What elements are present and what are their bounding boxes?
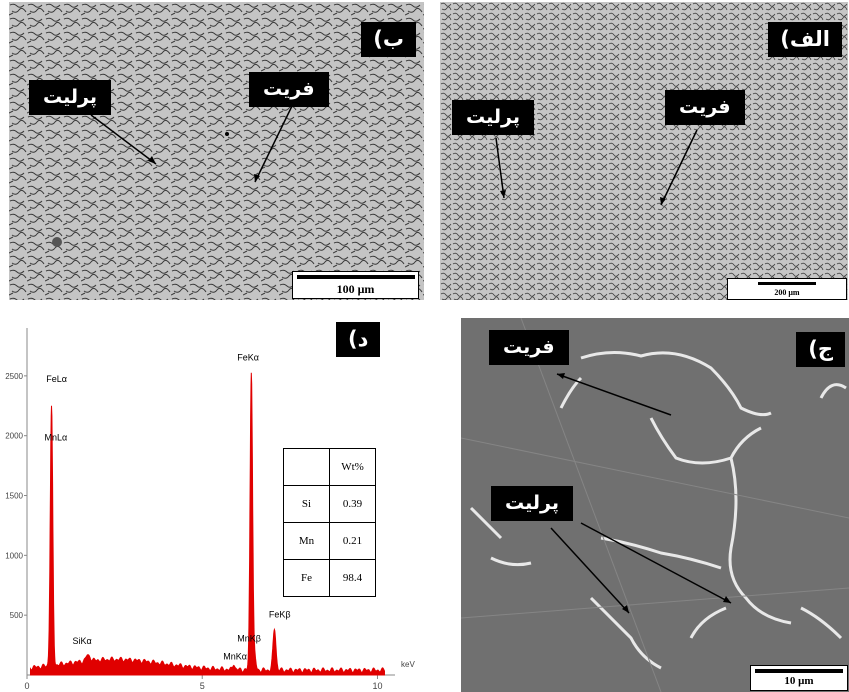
table-header-row: Wt% (283, 448, 376, 486)
x-tick-label: 5 (200, 681, 205, 691)
label-ferrite-jim: فریت (489, 330, 569, 365)
scale-bar-alef: 200 μm (727, 278, 847, 300)
peak-label: FeLα (46, 374, 67, 384)
scale-bar-b: 100 μm (292, 271, 419, 299)
x-tick-label: 0 (24, 681, 29, 691)
x-tick-label: 10 (372, 681, 382, 691)
table-wt: 98.4 (329, 559, 376, 597)
table-header-cell (283, 448, 330, 486)
table-row: Fe 98.4 (283, 559, 376, 597)
y-tick-label: 1000 (5, 551, 23, 560)
table-row: Si 0.39 (283, 485, 376, 523)
y-tick-label: 2000 (5, 432, 23, 441)
scale-bar-line-b (296, 275, 415, 279)
y-tick-label: 500 (10, 611, 24, 620)
spectrum-series (29, 372, 386, 676)
micrograph-jim: فریت ج) پرلیت 10 μm (461, 318, 849, 692)
scale-bar-line-jim (755, 669, 843, 673)
micrograph-b: ب) پرلیت فریت 100 μm (9, 2, 424, 300)
scale-bar-line-alef (758, 282, 816, 285)
label-pearlite-b: پرلیت (29, 80, 111, 115)
label-pearlite-alef: پرلیت (452, 100, 534, 135)
peak-label: MnLα (45, 432, 68, 442)
table-wt: 0.21 (329, 522, 376, 560)
label-ferrite-alef: فریت (665, 90, 745, 125)
label-pearlite-jim: پرلیت (491, 486, 573, 521)
panel-tag-alef: الف) (768, 22, 842, 57)
texture-b (9, 2, 424, 300)
table-row: Mn 0.21 (283, 522, 376, 560)
scale-text-jim: 10 μm (784, 675, 814, 687)
table-wt: 0.39 (329, 485, 376, 523)
table-element: Mn (283, 522, 330, 560)
table-header-cell: Wt% (329, 448, 376, 486)
y-tick-label: 1500 (5, 492, 23, 501)
peak-label: SiKα (73, 636, 92, 646)
table-element: Fe (283, 559, 330, 597)
label-ferrite-b: فریت (249, 72, 329, 107)
peak-label: FeKα (237, 352, 259, 362)
scale-text-b: 100 μm (336, 282, 375, 296)
peak-label: MnKα (223, 651, 247, 661)
eds-chart: 500 1000 1500 2000 2500 0 5 10 FeLα MnLα SiKα MnKα M… (5, 328, 395, 691)
panel-tag-jim: ج) (796, 332, 845, 367)
micrograph-alef: الف) پرلیت فریت 200 μm (440, 2, 848, 300)
peak-label: FeKβ (269, 610, 291, 620)
composition-table: Wt% Si 0.39 Mn 0.21 Fe 98.4 (283, 448, 376, 597)
panel-tag-b: ب) (361, 22, 416, 57)
x-axis-unit: keV (401, 660, 415, 669)
scale-text-alef: 200 μm (774, 288, 800, 297)
eds-panel: 500 1000 1500 2000 2500 0 5 10 FeLα MnLα SiKα MnKα M… (0, 312, 430, 692)
scale-bar-jim: 10 μm (750, 665, 848, 691)
table-element: Si (283, 485, 330, 523)
panel-tag-dal: د) (336, 322, 381, 357)
peak-label: MnKβ (237, 633, 261, 643)
y-tick-label: 2500 (5, 372, 23, 381)
